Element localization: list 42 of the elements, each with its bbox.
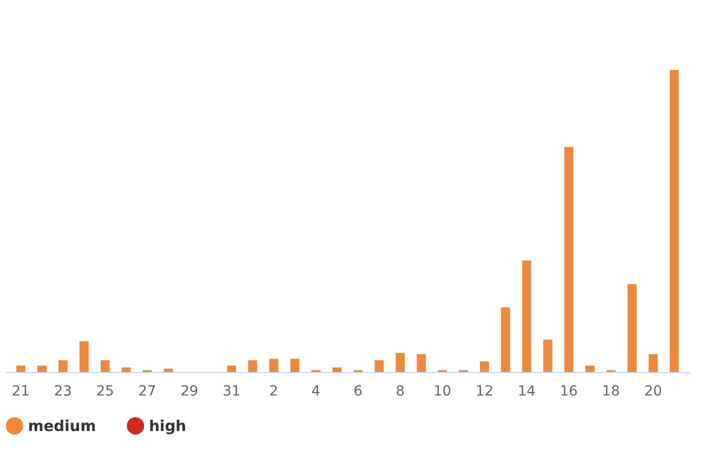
legend-label: high [149, 416, 186, 435]
x-tick-label: 10 [433, 384, 452, 400]
x-tick-label: 12 [476, 384, 494, 400]
bar [585, 366, 594, 372]
x-tick-label: 27 [138, 384, 156, 400]
x-tick-label: 8 [396, 384, 405, 400]
x-tick-label: 21 [12, 384, 30, 400]
bar [543, 340, 552, 372]
bar [16, 366, 26, 372]
bar [122, 367, 131, 372]
bar [522, 260, 532, 372]
x-tick-label: 16 [560, 384, 578, 400]
x-tick-label: 14 [518, 384, 536, 400]
x-tick-label: 18 [602, 384, 620, 400]
bar [480, 361, 489, 372]
bar [248, 360, 258, 372]
bar [164, 368, 173, 372]
bar [332, 367, 342, 372]
bar [564, 147, 574, 372]
x-tick-label: 31 [222, 384, 240, 400]
bar [648, 354, 658, 372]
bar [290, 358, 300, 372]
bar [80, 341, 89, 372]
x-tick-label: 25 [96, 384, 114, 400]
x-tick-label: 29 [180, 384, 198, 400]
bar [374, 360, 384, 372]
bar [396, 352, 405, 372]
bar [501, 307, 510, 372]
x-tick-label: 6 [354, 384, 363, 400]
bar [416, 354, 426, 372]
legend-label: medium [28, 416, 96, 435]
bar [670, 70, 679, 372]
bar [227, 366, 236, 372]
bar [269, 358, 278, 372]
x-tick-label: 4 [311, 384, 320, 400]
bar [628, 284, 637, 372]
bar [100, 360, 110, 372]
bar [58, 360, 68, 372]
bar [37, 366, 46, 372]
x-tick-label: 23 [54, 384, 72, 400]
x-tick-label: 20 [644, 384, 662, 400]
x-tick-label: 2 [269, 384, 278, 400]
